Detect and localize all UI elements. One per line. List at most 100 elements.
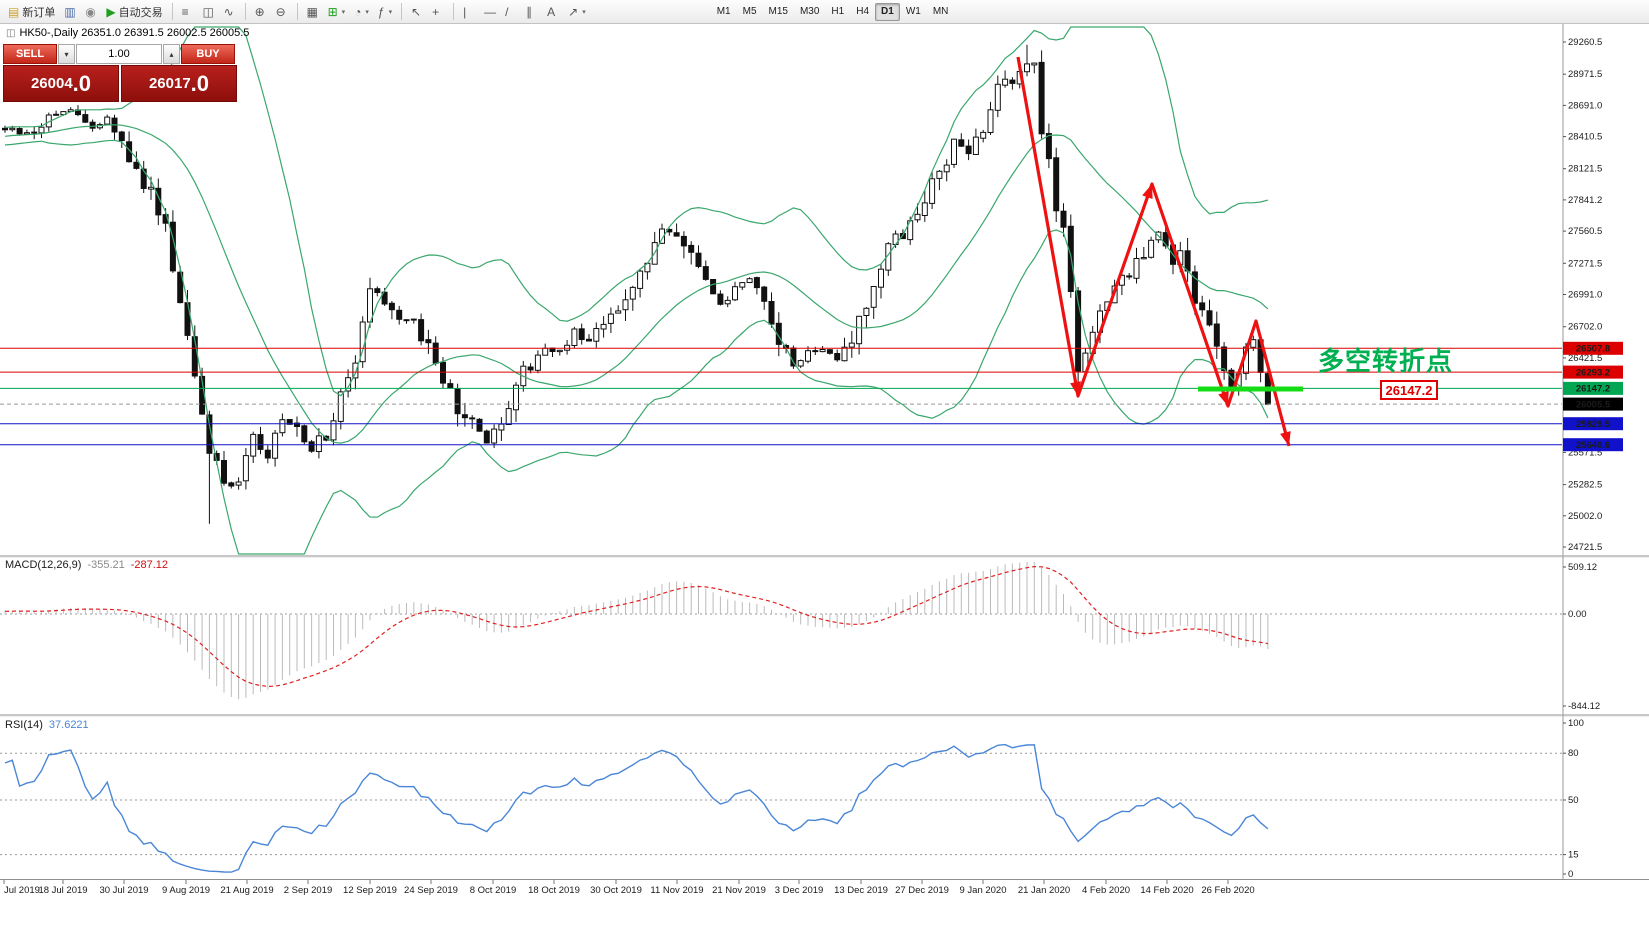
svg-text:27560.5: 27560.5 [1568,226,1602,237]
bollinger-bands [4,26,1269,555]
volume-decrement-button[interactable]: ▾ [58,44,75,64]
buy-price-main: 26017 [148,75,191,92]
vertical-line-tool-button[interactable]: | [459,2,479,22]
profile-button[interactable]: ◉ [81,2,101,22]
macd-signal-line [4,565,1269,688]
timeframe-H4-button[interactable]: H4 [856,6,870,17]
new-order-button[interactable]: ▤ 新订单 [4,2,59,22]
trendline-tool-button[interactable]: / [501,2,521,22]
timeframe-group: M1 M5 M15 M30 H1 H4 D1 W1 MN [711,2,955,21]
svg-text:28410.5: 28410.5 [1568,132,1602,143]
arrow-tool-icon: ↗ [568,4,579,19]
timeframe-H1-button[interactable]: H1 [831,6,845,17]
svg-text:30 Oct 2019: 30 Oct 2019 [590,885,642,896]
indicators-button[interactable]: ƒ ▾ [374,2,396,22]
timeframe-W1-button[interactable]: W1 [905,6,921,17]
svg-text:24721.5: 24721.5 [1568,542,1602,553]
svg-text:50: 50 [1568,795,1579,806]
autotrading-button[interactable]: ▶ 自动交易 [102,2,166,22]
zoom-out-button[interactable]: ⊖ [272,2,292,22]
zoom-in-icon: ⊕ [254,4,265,19]
zoom-out-icon: ⊖ [275,4,286,19]
panel-frames [0,24,1649,880]
horizontal-line-tool-button[interactable]: — [480,2,500,22]
price-axis-tags: 26507.8 26293.2 26147.2 26005.5 25829.5 25640… [1563,341,1623,452]
toolbar-separator [171,3,173,20]
buy-button[interactable]: BUY [181,44,235,64]
chart-symbol-icon: ◫ [6,27,16,39]
line-chart-mode-button[interactable]: ∿ [220,2,240,22]
svg-text:18 Oct 2019: 18 Oct 2019 [528,885,580,896]
volume-increment-button[interactable]: ▴ [163,44,180,64]
period-selector-dropdown-icon[interactable]: ▾ [365,8,369,16]
sell-price-frac: .0 [72,70,92,96]
channel-tool-button[interactable]: ∥ [522,2,542,22]
price-callout-box: 26147.2 [1380,380,1438,400]
svg-text:21 Nov 2019: 21 Nov 2019 [712,885,766,896]
buy-price-frac: .0 [190,70,210,96]
autotrading-icon: ▶ [106,4,116,19]
crosshair-tool-button[interactable]: + [428,2,448,22]
period-selector-button[interactable]: ◔ ▾ [350,2,373,22]
timeframe-M1-button[interactable]: M1 [716,6,731,17]
svg-text:18 Jul 2019: 18 Jul 2019 [38,885,87,896]
svg-text:25002.0: 25002.0 [1568,511,1602,522]
sell-price-main: 26004 [30,75,73,92]
svg-text:509.12: 509.12 [1568,562,1597,573]
macd-signal-value: -287.12 [130,559,169,571]
new-chart-dropdown-icon[interactable]: ▾ [341,8,346,16]
timeframe-M5-button[interactable]: M5 [742,6,757,17]
toolbar-separator [296,3,298,20]
trendline-tool-icon: / [505,4,509,19]
sell-button[interactable]: SELL [3,44,57,64]
new-chart-button[interactable]: ⊞ ▾ [324,2,350,22]
svg-text:13 Dec 2019: 13 Dec 2019 [834,885,888,896]
horizontal-line-tool-icon: — [484,4,497,19]
text-tool-icon: A [547,4,556,19]
timeframe-MN-button[interactable]: MN [932,6,949,17]
svg-text:8 Oct 2019: 8 Oct 2019 [470,885,516,896]
candlestick-mode-button[interactable]: ◫ [199,2,219,22]
svg-text:26991.0: 26991.0 [1568,290,1602,301]
tile-windows-button[interactable]: ▦ [303,2,323,22]
turning-point-annotation: 多空转折点 [1318,346,1454,376]
svg-text:26421.5: 26421.5 [1568,353,1602,364]
price-tag [1563,341,1623,355]
svg-text:24 Sep 2019: 24 Sep 2019 [404,885,458,896]
arrow-tool-button[interactable]: ↗ ▾ [564,2,590,22]
new-order-icon: ▤ [8,4,20,19]
bar-chart-mode-button[interactable]: ≡ [178,2,198,22]
timeframe-M15-button[interactable]: M15 [768,6,788,17]
price-tag [1563,365,1623,379]
rsi-indicator-label: RSI(14) 37.6221 [5,719,89,731]
cursor-tool-button[interactable]: ↖ [407,2,427,22]
svg-text:26293.2: 26293.2 [1576,367,1610,378]
symbol-ohlc-text: HK50-,Daily 26351.0 26391.5 26002.5 2600… [19,27,250,39]
price-tag [1563,381,1623,395]
chart-window-icon: ▥ [64,4,76,19]
bar-chart-mode-icon: ≡ [181,4,189,19]
svg-text:29260.5: 29260.5 [1568,37,1602,48]
timeframe-M30-button[interactable]: M30 [799,6,820,17]
toolbar-separator [453,3,455,20]
svg-text:26 Feb 2020: 26 Feb 2020 [1201,885,1254,896]
symbol-ohlc-label: ◫ HK50-,Daily 26351.0 26391.5 26002.5 26… [6,27,249,39]
chart-window-button[interactable]: ▥ [60,2,80,22]
volume-input[interactable] [76,44,162,64]
svg-text:9 Aug 2019: 9 Aug 2019 [162,885,210,896]
zoom-in-button[interactable]: ⊕ [251,2,271,22]
text-tool-button[interactable]: A [543,2,563,22]
timeframe-D1-button[interactable]: D1 [875,2,900,21]
svg-text:30 Jul 2019: 30 Jul 2019 [99,885,148,896]
sell-price-button[interactable]: 26004 .0 [3,65,119,102]
buy-price-button[interactable]: 26017 .0 [121,65,237,102]
svg-text:100: 100 [1568,718,1584,729]
svg-text:27271.5: 27271.5 [1568,258,1602,269]
indicators-icon: ƒ [377,4,385,19]
toolbar-separator [401,3,403,20]
indicators-dropdown-icon[interactable]: ▾ [388,8,393,16]
svg-text:0: 0 [1568,869,1573,880]
svg-text:3 Dec 2019: 3 Dec 2019 [775,885,824,896]
arrow-tool-dropdown-icon[interactable]: ▾ [582,8,586,16]
